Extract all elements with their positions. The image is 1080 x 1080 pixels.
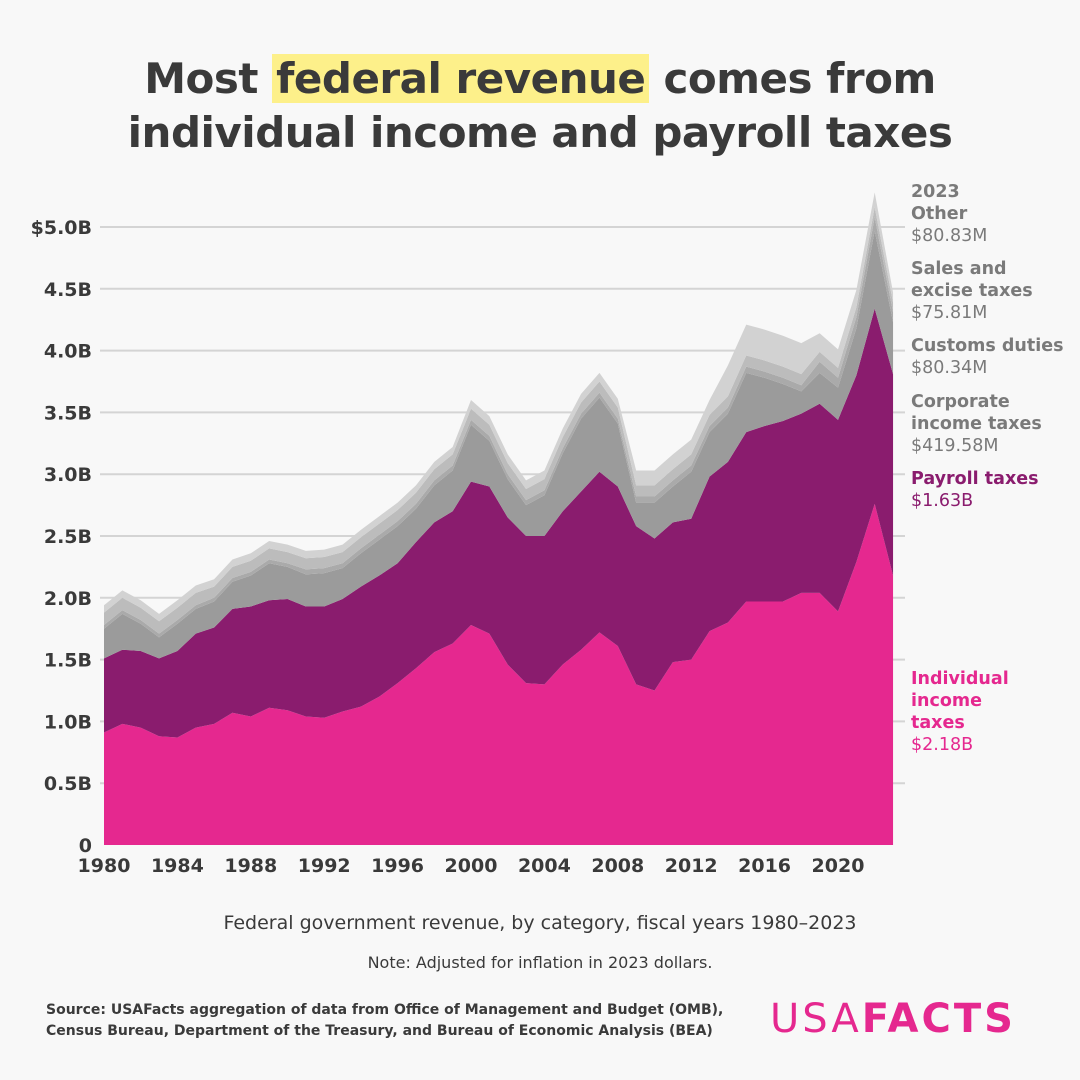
y-tick-label: 0 (79, 835, 92, 857)
chart-note: Note: Adjusted for inflation in 2023 dol… (367, 953, 713, 972)
title-text: comes from (649, 54, 936, 103)
y-tick-label: 1.5B (44, 650, 92, 672)
x-tick-label: 1992 (298, 855, 351, 877)
y-tick-label: 3.0B (44, 464, 92, 486)
x-tick-label: 2008 (591, 855, 644, 877)
label-individual-name: income (911, 691, 982, 711)
y-tick-label: 3.5B (44, 402, 92, 424)
title-highlight: federal revenue (272, 54, 650, 103)
area-corporate-income-taxes (104, 230, 894, 659)
x-tick-label: 2020 (812, 855, 865, 877)
label-excise-value: $75.81M (911, 303, 988, 323)
label-individual: Individual income taxes $2.18B (911, 668, 1009, 756)
label-customs-name: Customs duties (911, 336, 1064, 356)
label-excise-name: Sales and (911, 259, 1007, 279)
y-tick-label: $5.0B (31, 217, 92, 239)
y-tick-label: 4.0B (44, 341, 92, 363)
area-individual-income-taxes (104, 503, 894, 845)
label-payroll-name: Payroll taxes (911, 469, 1039, 489)
label-individual-name: Individual (911, 669, 1009, 689)
label-customs: Customs duties $80.34M (911, 335, 1063, 379)
stacked-area-chart: 0 0.5B 1.0B 1.5B 2.0B 2.5B 3.0B 3.5B 4.0B 4.5B $5.… (31, 192, 905, 877)
label-year: 2023 (911, 182, 960, 202)
label-individual-value: $2.18B (911, 735, 974, 755)
source-line: Source: USAFacts aggregation of data fro… (46, 1002, 724, 1018)
x-tick-label: 2012 (665, 855, 718, 877)
title-line-2: individual income and payroll taxes (127, 108, 953, 157)
label-corporate-value: $419.58M (911, 436, 999, 456)
source-line: Census Bureau, Department of the Treasur… (46, 1023, 713, 1039)
x-tick-label: 1988 (224, 855, 277, 877)
y-tick-label: 0.5B (44, 773, 92, 795)
x-tick-label: 2004 (518, 855, 571, 877)
usafacts-logo: USAFACTS (770, 996, 1016, 1042)
x-tick-label: 1980 (78, 855, 131, 877)
label-other: 2023 Other $80.83M (911, 181, 987, 247)
label-payroll-value: $1.63B (911, 491, 974, 511)
x-tick-label: 2000 (445, 855, 498, 877)
source-text: Source: USAFacts aggregation of data fro… (46, 1000, 723, 1042)
label-excise: Sales and excise taxes $75.81M (911, 258, 1033, 324)
x-tick-label: 2016 (738, 855, 791, 877)
y-tick-label: 2.5B (44, 526, 92, 548)
label-corporate-name: income taxes (911, 414, 1042, 434)
title-text: Most (144, 54, 273, 103)
label-customs-value: $80.34M (911, 358, 988, 378)
y-tick-label: 2.0B (44, 588, 92, 610)
chart-subtitle: Federal government revenue, by category,… (223, 912, 857, 934)
label-other-name: Other (911, 204, 968, 224)
x-tick-label: 1984 (151, 855, 204, 877)
logo-text: FACTS (861, 996, 1016, 1042)
label-corporate-name: Corporate (911, 392, 1010, 412)
logo-text: USA (770, 996, 862, 1042)
area-payroll-taxes (104, 308, 894, 738)
label-payroll: Payroll taxes $1.63B (911, 468, 1039, 512)
label-other-value: $80.83M (911, 226, 988, 246)
chart-title: Most federal revenue comes from individu… (0, 52, 1080, 160)
y-tick-label: 1.0B (44, 711, 92, 733)
x-tick-label: 1996 (371, 855, 424, 877)
label-individual-name: taxes (911, 713, 965, 733)
label-excise-name: excise taxes (911, 281, 1033, 301)
y-tick-label: 4.5B (44, 279, 92, 301)
label-corporate: Corporate income taxes $419.58M (911, 391, 1042, 457)
